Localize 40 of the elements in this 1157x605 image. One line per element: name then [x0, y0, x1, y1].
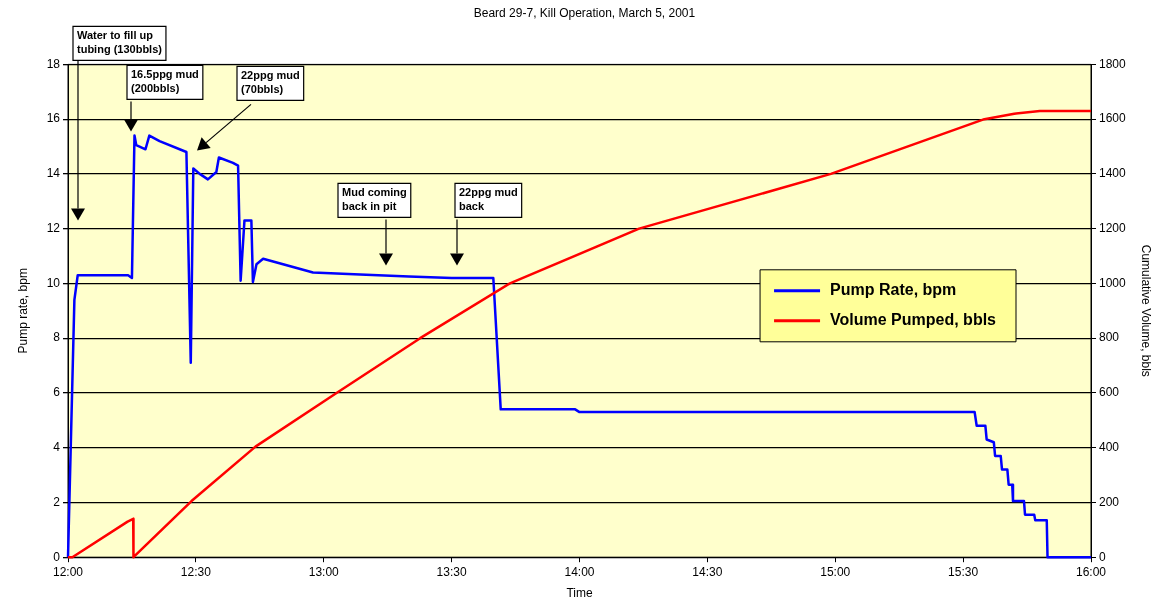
x-tick-label: 16:00 [1075, 564, 1107, 579]
x-tick-label: 14:30 [692, 564, 723, 579]
y2-tick-label: 800 [1099, 330, 1120, 345]
y2-tick-label: 1000 [1099, 275, 1127, 290]
legend-label: Pump Rate, bpm [830, 281, 957, 299]
x-tick-label: 14:00 [564, 564, 595, 579]
y-tick-label: 2 [53, 494, 61, 509]
annotation: Mud coming back in pit [342, 185, 407, 212]
y2-tick-label: 1200 [1099, 220, 1127, 235]
annotation: 16.5ppg mud (200bbls) [131, 67, 199, 94]
y2-axis-title: Cumulative Volume, bbls [1139, 244, 1154, 377]
y-tick-label: 14 [46, 166, 61, 181]
chart-title: Beard 29-7, Kill Operation, March 5, 2001 [473, 5, 696, 20]
y-axis-title: Pump rate, bpm [15, 268, 30, 354]
y2-tick-label: 1800 [1099, 56, 1127, 71]
x-tick-label: 13:30 [436, 564, 467, 579]
y2-tick-label: 600 [1099, 385, 1120, 400]
y2-tick-label: 1400 [1099, 166, 1127, 181]
x-tick-label: 12:30 [180, 564, 212, 579]
annotation: 22ppg mud back [459, 185, 518, 212]
y2-tick-label: 1600 [1099, 111, 1127, 126]
y2-tick-label: 200 [1099, 494, 1120, 509]
annotation: 22ppg mud (70bbls) [241, 68, 300, 95]
y-tick-label: 4 [53, 440, 61, 454]
legend-label: Volume Pumped, bbls [830, 311, 997, 329]
x-tick-label: 15:00 [820, 564, 851, 579]
y-tick-label: 0 [53, 549, 61, 564]
x-tick-label: 12:00 [52, 564, 84, 579]
y-tick-label: 18 [46, 56, 61, 71]
y2-tick-label: 400 [1099, 440, 1120, 454]
y-tick-label: 6 [53, 385, 61, 400]
y2-tick-label: 0 [1099, 549, 1106, 564]
y-tick-label: 8 [53, 330, 61, 345]
y-tick-label: 16 [46, 111, 61, 126]
text: Water to fill up tubing (130bbls) [77, 28, 163, 55]
x-tick-label: 13:00 [308, 564, 340, 579]
x-axis-title: Time [566, 586, 593, 601]
x-tick-label: 15:30 [948, 564, 979, 579]
y-tick-label: 10 [46, 275, 61, 290]
y-tick-label: 12 [46, 220, 61, 235]
